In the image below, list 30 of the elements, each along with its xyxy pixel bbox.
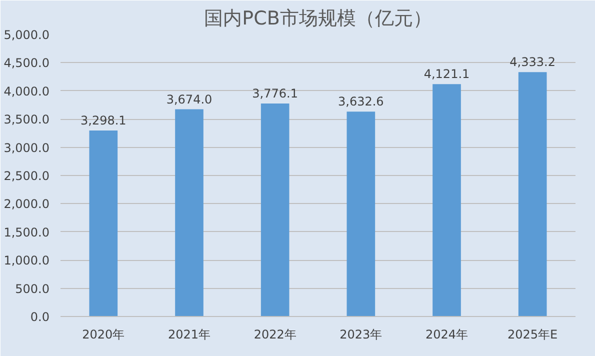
x-tick-label: 2022年 <box>254 328 296 342</box>
data-label: 3,776.1 <box>252 86 298 101</box>
data-label: 4,121.1 <box>424 67 470 82</box>
y-tick-label: 0.0 <box>30 310 50 324</box>
y-tick-label: 3,500.0 <box>4 112 50 127</box>
bar <box>175 109 204 316</box>
data-label: 4,333.2 <box>510 55 556 70</box>
bar <box>518 72 547 316</box>
bar <box>432 84 461 316</box>
bar <box>346 112 376 316</box>
x-tick-label: 2020年 <box>82 328 125 342</box>
chart-title: 国内PCB市场规模（亿元） <box>204 8 432 30</box>
y-tick-label: 500.0 <box>15 282 50 296</box>
x-tick-label: 2024年 <box>425 328 468 342</box>
x-tick-label: 2021年 <box>168 328 211 342</box>
y-tick-label: 1,500.0 <box>4 225 50 240</box>
x-tick-label: 2023年 <box>340 328 382 342</box>
y-tick-label: 2,000.0 <box>4 197 50 212</box>
x-tick-label: 2025年E <box>508 328 558 342</box>
y-tick-label: 5,000.0 <box>4 28 50 42</box>
data-label: 3,298.1 <box>80 113 126 128</box>
bar <box>89 130 118 316</box>
bar <box>260 104 290 316</box>
data-label: 3,632.6 <box>338 94 384 109</box>
y-tick-label: 4,000.0 <box>4 84 50 98</box>
data-label: 3,674.0 <box>166 92 212 106</box>
y-tick-label: 2,500.0 <box>4 169 50 183</box>
y-tick-label: 3,000.0 <box>4 140 50 155</box>
y-tick-label: 1,000.0 <box>4 254 50 268</box>
y-tick-label: 4,500.0 <box>4 56 50 70</box>
